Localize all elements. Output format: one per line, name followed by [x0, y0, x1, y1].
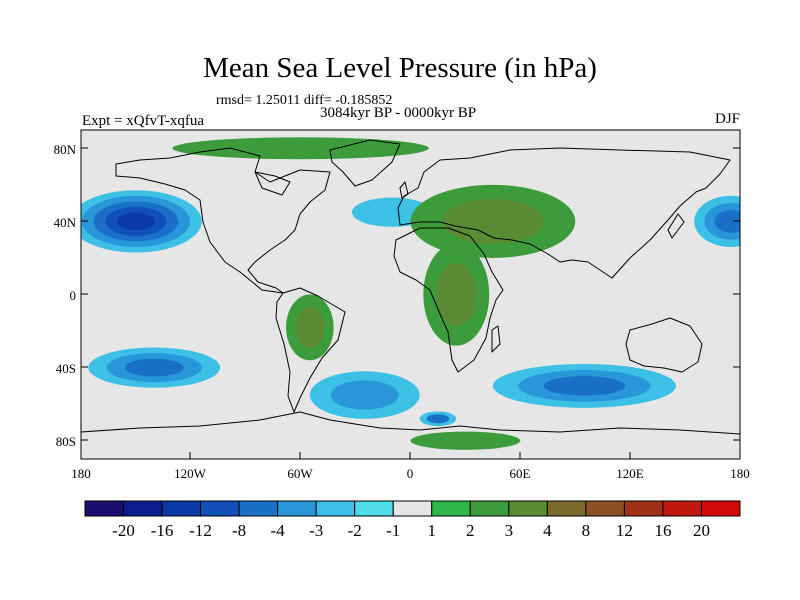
colorbar-label: 16 [654, 521, 672, 540]
season-label: DJF [714, 111, 740, 127]
anomaly-antarctic-coast-low [419, 411, 457, 427]
lon-label-120w: 120W [174, 466, 206, 481]
experiment-label: Expt = xQfvT-xqfua [82, 113, 205, 129]
colorbar-box [623, 500, 664, 517]
coastline-japan [667, 213, 685, 239]
colorbar-label: 2 [466, 521, 475, 540]
colorbar-label: -20 [112, 521, 135, 540]
colorbar [84, 500, 741, 517]
coastline-antarctica [81, 411, 740, 435]
anomaly-south-america-high [286, 294, 334, 361]
anomaly-contour [442, 198, 544, 244]
colorbar-box [315, 500, 356, 517]
colorbar-label: -12 [189, 521, 212, 540]
colorbar-box [161, 500, 202, 517]
lon-label-60w: 60W [287, 466, 313, 481]
colorbar-box [662, 500, 702, 517]
lat-label-80n: 80N [53, 142, 76, 157]
anomaly-north-pacific-low [81, 190, 202, 253]
lon-label-120e: 120E [616, 466, 644, 481]
lon-label-60e: 60E [509, 466, 531, 481]
colorbar-box [354, 500, 394, 517]
lat-label-0: 0 [69, 288, 77, 303]
coastline-eurasia [397, 147, 731, 279]
colorbar-label: 1 [427, 521, 437, 540]
colorbar-label: -3 [309, 521, 324, 540]
anomaly-contour [124, 358, 184, 377]
map-background [81, 130, 740, 459]
colorbar-label: -8 [232, 521, 247, 540]
anomaly-south-pacific-low [88, 347, 221, 388]
lat-label-80s: 80S [55, 434, 76, 449]
coastline-africa [393, 227, 504, 373]
colorbar-box [585, 500, 625, 517]
anomaly-contour [543, 376, 626, 396]
colorbar-box [200, 500, 240, 517]
anomaly-contour [330, 380, 399, 410]
lon-label-180e: 180 [730, 466, 750, 481]
anomaly-south-atlantic-low [309, 371, 420, 419]
anomaly-africa-high [423, 243, 490, 346]
colorbar-box [277, 500, 317, 517]
anomaly-west-pacific-low [694, 195, 740, 247]
colorbar-label: -1 [386, 521, 401, 540]
coastline-uk [399, 181, 409, 199]
chart-title: Mean Sea Level Pressure (in hPa) [203, 52, 597, 84]
coastline-greenland [329, 139, 401, 187]
anomaly-contour [435, 263, 477, 326]
colorbar-box [431, 500, 471, 517]
lat-label-40s: 40S [55, 361, 76, 376]
anomaly-contour [295, 307, 325, 348]
colorbar-label: 4 [543, 521, 552, 540]
anomaly-contour [117, 212, 155, 231]
colorbar-box [84, 500, 125, 517]
coastline-australia [625, 317, 703, 373]
colorbar-box [546, 500, 587, 517]
lon-label-180w: 180 [71, 466, 91, 481]
colorbar-label: -2 [347, 521, 362, 540]
period-text: 3084kyr BP - 0000kyr BP [320, 105, 477, 121]
anomaly-contour [714, 210, 740, 233]
colorbar-label: -16 [150, 521, 174, 540]
lon-label-0: 0 [406, 466, 414, 481]
stats-text: rmsd= 1.25011 diff= -0.185852 [216, 93, 393, 108]
colorbar-box [238, 500, 279, 517]
colorbar-label: 3 [504, 521, 514, 540]
coastline-hudson-bay [254, 171, 291, 196]
anomaly-arctic-high [172, 137, 429, 160]
coastlines [81, 139, 740, 435]
coastline-north-america [115, 147, 331, 294]
anomaly-indian-ocean-low [492, 363, 676, 408]
colorbar-label: 8 [581, 521, 591, 540]
anomaly-contour [426, 414, 450, 424]
coastline-madagascar [491, 325, 501, 353]
colorbar-box [469, 500, 510, 517]
lat-label-40n: 40N [53, 215, 76, 230]
colorbar-box [508, 500, 548, 517]
anomaly-antarctica-high [410, 431, 521, 450]
anomaly-contour [410, 431, 521, 450]
colorbar-box [392, 500, 433, 517]
coastline-south-america [275, 287, 346, 413]
colorbar-label: -4 [270, 521, 285, 540]
anomaly-layer [81, 137, 740, 450]
tick-marks [81, 147, 740, 459]
colorbar-label: 20 [692, 521, 710, 540]
anomaly-contour [172, 137, 429, 160]
colorbar-box [123, 500, 163, 517]
colorbar-label: 12 [615, 521, 633, 540]
colorbar-box [700, 500, 741, 517]
anomaly-eurasia-high [410, 184, 576, 258]
